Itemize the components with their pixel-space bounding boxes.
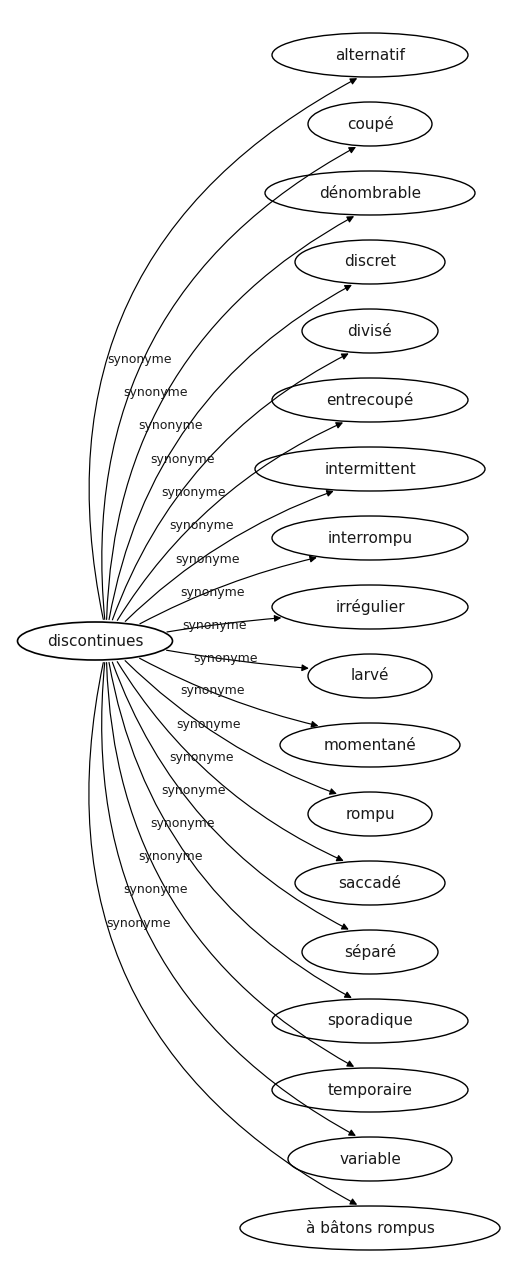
Text: synonyme: synonyme — [150, 453, 215, 466]
Text: rompu: rompu — [345, 807, 395, 821]
Text: intermittent: intermittent — [324, 462, 416, 476]
FancyArrowPatch shape — [167, 650, 308, 671]
Text: séparé: séparé — [344, 944, 396, 960]
Text: synonyme: synonyme — [161, 486, 226, 499]
Text: à bâtons rompus: à bâtons rompus — [306, 1220, 434, 1236]
Text: discontinues: discontinues — [47, 634, 143, 648]
Text: variable: variable — [339, 1152, 401, 1166]
Text: alternatif: alternatif — [335, 47, 405, 63]
Text: synonyme: synonyme — [107, 353, 172, 366]
Text: dénombrable: dénombrable — [319, 186, 421, 200]
Text: larvé: larvé — [351, 668, 389, 684]
Text: synonyme: synonyme — [193, 652, 258, 666]
Text: synonyme: synonyme — [107, 916, 171, 930]
FancyArrowPatch shape — [109, 285, 351, 620]
Text: synonyme: synonyme — [181, 684, 245, 697]
FancyArrowPatch shape — [107, 217, 353, 620]
Text: synonyme: synonyme — [161, 784, 225, 797]
Text: entrecoupé: entrecoupé — [326, 393, 414, 408]
Text: synonyme: synonyme — [175, 553, 240, 566]
Text: temporaire: temporaire — [328, 1083, 413, 1097]
Text: sporadique: sporadique — [327, 1014, 413, 1029]
FancyArrowPatch shape — [140, 557, 316, 624]
Text: synonyme: synonyme — [150, 817, 215, 830]
FancyArrowPatch shape — [102, 662, 355, 1135]
FancyArrowPatch shape — [102, 148, 355, 620]
Text: synonyme: synonyme — [176, 717, 241, 731]
Text: discret: discret — [344, 254, 396, 269]
Text: coupé: coupé — [346, 115, 393, 132]
FancyArrowPatch shape — [107, 662, 353, 1066]
Text: synonyme: synonyme — [180, 586, 244, 599]
Text: synonyme: synonyme — [169, 520, 234, 532]
FancyArrowPatch shape — [89, 78, 356, 620]
FancyArrowPatch shape — [125, 661, 336, 794]
FancyArrowPatch shape — [117, 422, 342, 621]
FancyArrowPatch shape — [89, 662, 356, 1205]
Text: irrégulier: irrégulier — [335, 599, 405, 615]
Text: synonyme: synonyme — [182, 618, 247, 631]
Text: synonyme: synonyme — [123, 884, 188, 897]
Text: momentané: momentané — [324, 738, 417, 753]
FancyArrowPatch shape — [113, 354, 347, 620]
FancyArrowPatch shape — [109, 662, 350, 997]
Text: saccadé: saccadé — [338, 875, 401, 890]
Text: synonyme: synonyme — [138, 420, 203, 432]
Text: synonyme: synonyme — [124, 386, 188, 399]
Text: divisé: divisé — [347, 323, 392, 339]
Text: synonyme: synonyme — [138, 851, 203, 863]
FancyArrowPatch shape — [117, 662, 342, 861]
Text: interrompu: interrompu — [327, 530, 413, 545]
Text: synonyme: synonyme — [169, 751, 234, 763]
FancyArrowPatch shape — [112, 662, 347, 929]
FancyArrowPatch shape — [139, 658, 317, 727]
FancyArrowPatch shape — [167, 616, 280, 633]
FancyArrowPatch shape — [125, 490, 332, 621]
